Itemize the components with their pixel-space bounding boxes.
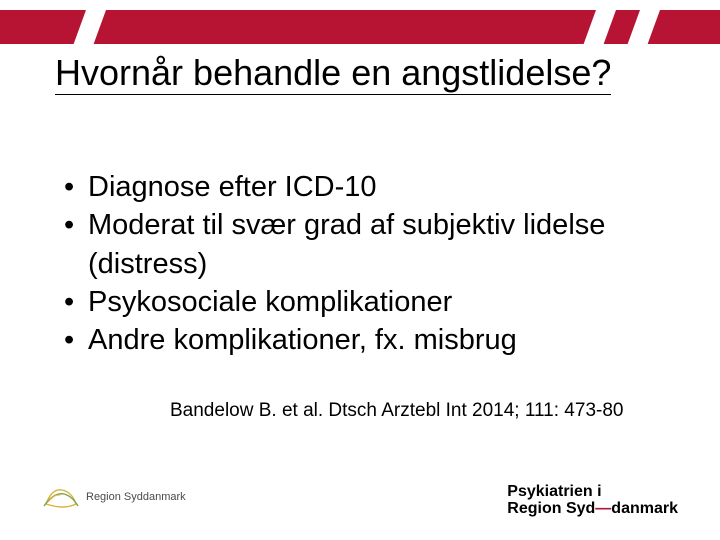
- bullet-item: Andre komplikationer, fx. misbrug: [62, 321, 662, 359]
- footer-right-line2: Region Syd—danmark: [507, 500, 678, 518]
- bullet-item: Diagnose efter ICD-10: [62, 168, 662, 206]
- bullet-item: Psykosociale komplikationer: [62, 283, 662, 321]
- bullet-item: Moderat til svær grad af subjektiv lidel…: [62, 206, 662, 283]
- footer-logo-left-text: Region Syddanmark: [86, 491, 186, 503]
- footer-logo-right: Psykiatrien i Region Syd—danmark: [507, 483, 678, 518]
- slide-title: Hvornår behandle en angstlidelse?: [55, 54, 611, 95]
- region-syddanmark-icon: [42, 482, 80, 512]
- footer-logo-left: Region Syddanmark: [42, 482, 186, 512]
- slide: Hvornår behandle en angstlidelse? Diagno…: [0, 0, 720, 540]
- footer-right-line2-prefix: Region Syd: [507, 500, 595, 517]
- citation-text: Bandelow B. et al. Dtsch Arztebl Int 201…: [170, 400, 623, 422]
- header-bar: [0, 0, 720, 44]
- footer-right-dash-icon: —: [595, 500, 611, 517]
- footer-right-line2-suffix: danmark: [611, 500, 678, 517]
- footer-right-line1: Psykiatrien i: [507, 483, 678, 501]
- bullet-list: Diagnose efter ICD-10Moderat til svær gr…: [62, 168, 662, 359]
